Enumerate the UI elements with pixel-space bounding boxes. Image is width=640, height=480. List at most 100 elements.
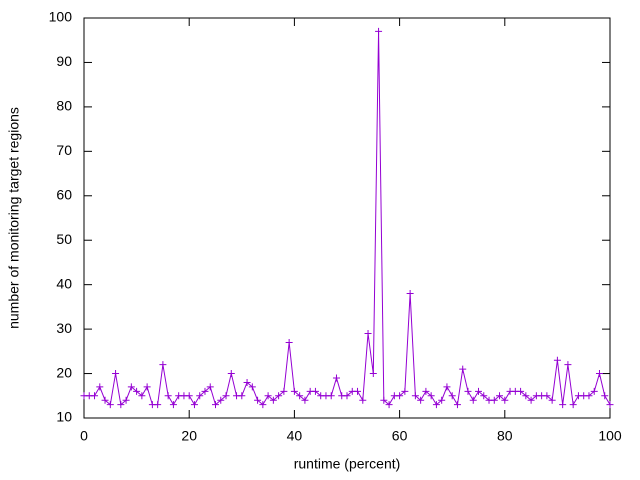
data-point bbox=[564, 361, 572, 369]
data-point bbox=[96, 383, 104, 391]
data-point bbox=[380, 396, 388, 404]
data-point bbox=[559, 401, 567, 409]
data-point bbox=[569, 401, 577, 409]
data-point bbox=[475, 387, 482, 395]
x-tick-label: 20 bbox=[181, 428, 197, 444]
data-point bbox=[438, 396, 446, 404]
data-point bbox=[254, 396, 262, 404]
data-point bbox=[527, 396, 535, 404]
data-point bbox=[406, 290, 414, 298]
data-point bbox=[411, 392, 419, 400]
data-point bbox=[201, 387, 209, 395]
data-point bbox=[133, 387, 141, 395]
data-point bbox=[453, 401, 461, 409]
data-point bbox=[501, 396, 509, 404]
x-axis-label: runtime (percent) bbox=[294, 456, 401, 472]
data-point bbox=[275, 392, 283, 400]
data-point bbox=[117, 401, 125, 409]
data-point bbox=[280, 387, 288, 395]
y-tick-label: 40 bbox=[56, 275, 72, 291]
data-point bbox=[354, 387, 362, 395]
data-point bbox=[448, 392, 456, 400]
x-tick-label: 40 bbox=[287, 428, 303, 444]
data-point bbox=[417, 396, 425, 404]
data-point bbox=[222, 392, 230, 400]
data-point bbox=[311, 387, 319, 395]
data-point bbox=[243, 378, 251, 386]
y-tick-label: 60 bbox=[56, 186, 72, 202]
data-point bbox=[154, 401, 162, 409]
data-point bbox=[290, 387, 298, 395]
y-tick-label: 80 bbox=[56, 98, 72, 114]
data-point bbox=[112, 370, 120, 378]
data-point bbox=[143, 383, 151, 391]
data-point bbox=[548, 396, 556, 404]
data-point bbox=[385, 401, 393, 409]
data-point bbox=[327, 392, 335, 400]
data-point bbox=[606, 401, 614, 409]
data-point bbox=[480, 392, 488, 400]
data-point bbox=[553, 356, 561, 364]
data-point bbox=[285, 338, 293, 346]
x-tick-label: 100 bbox=[598, 428, 622, 444]
data-point bbox=[159, 361, 167, 369]
data-point bbox=[332, 374, 340, 382]
data-point bbox=[427, 392, 435, 400]
data-point bbox=[343, 392, 351, 400]
data-point bbox=[185, 392, 193, 400]
y-tick-label: 90 bbox=[56, 53, 72, 69]
data-point bbox=[585, 392, 593, 400]
data-point bbox=[359, 396, 367, 404]
y-tick-label: 50 bbox=[56, 231, 72, 247]
data-point bbox=[401, 387, 409, 395]
y-axis-label: number of monitoring target regions bbox=[6, 107, 22, 329]
data-point bbox=[543, 392, 551, 400]
y-tick-label: 100 bbox=[49, 9, 73, 25]
data-point bbox=[396, 392, 404, 400]
data-point bbox=[169, 401, 177, 409]
x-tick-label: 0 bbox=[80, 428, 88, 444]
y-tick-label: 20 bbox=[56, 364, 72, 380]
data-point bbox=[206, 383, 214, 391]
data-point bbox=[595, 370, 603, 378]
data-point bbox=[127, 383, 135, 391]
data-point bbox=[459, 365, 467, 373]
data-point bbox=[369, 370, 377, 378]
data-point bbox=[496, 392, 504, 400]
x-tick-label: 80 bbox=[497, 428, 513, 444]
data-point bbox=[590, 387, 598, 395]
data-point bbox=[375, 27, 383, 35]
data-point bbox=[190, 401, 198, 409]
data-point bbox=[122, 396, 130, 404]
data-point bbox=[227, 370, 235, 378]
data-point bbox=[422, 387, 430, 395]
data-point bbox=[164, 392, 172, 400]
data-point bbox=[138, 392, 146, 400]
data-point bbox=[301, 396, 309, 404]
data-point bbox=[106, 401, 114, 409]
data-point bbox=[296, 392, 304, 400]
data-point bbox=[212, 401, 219, 409]
data-point bbox=[217, 396, 225, 404]
y-tick-label: 10 bbox=[56, 409, 72, 425]
data-point bbox=[269, 396, 277, 404]
data-point bbox=[469, 396, 477, 404]
data-point bbox=[101, 396, 109, 404]
data-point bbox=[464, 387, 472, 395]
data-point bbox=[364, 330, 372, 338]
y-tick-label: 70 bbox=[56, 142, 72, 158]
data-point bbox=[443, 383, 451, 391]
data-point bbox=[432, 401, 440, 409]
data-point bbox=[490, 396, 498, 404]
data-point bbox=[91, 392, 99, 400]
y-tick-label: 30 bbox=[56, 320, 72, 336]
data-line bbox=[84, 31, 611, 407]
data-point bbox=[248, 383, 256, 391]
data-point bbox=[522, 392, 530, 400]
data-point bbox=[259, 401, 267, 409]
data-point bbox=[238, 392, 246, 400]
data-point bbox=[196, 392, 204, 400]
plot-border bbox=[83, 17, 611, 419]
data-point bbox=[601, 392, 609, 400]
